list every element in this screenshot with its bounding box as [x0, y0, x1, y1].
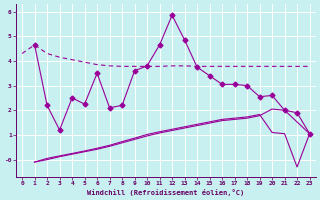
- X-axis label: Windchill (Refroidissement éolien,°C): Windchill (Refroidissement éolien,°C): [87, 189, 244, 196]
